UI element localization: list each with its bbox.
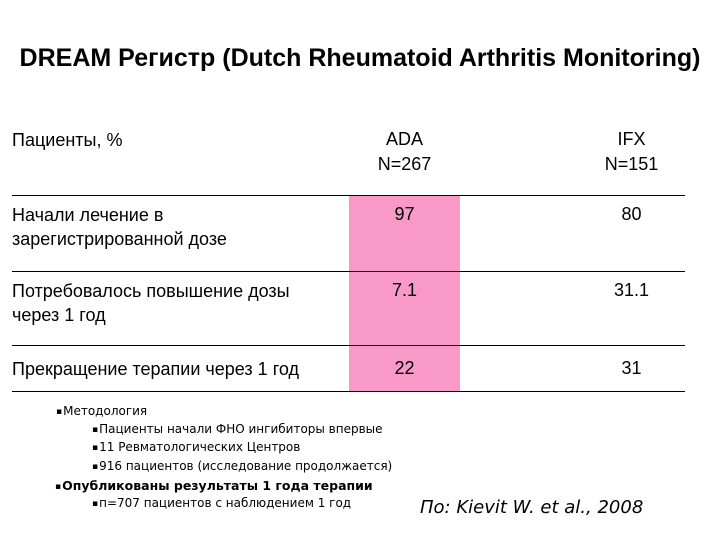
bullet-text: 11 Ревматологических Центров bbox=[99, 440, 301, 454]
bullet-text: п=707 пациентов с наблюдением 1 год bbox=[99, 496, 352, 510]
row-label: Прекращение терапии через 1 год bbox=[12, 346, 349, 391]
bullet-square-icon: ▪ bbox=[55, 482, 62, 492]
row-label-line1: Начали лечение в bbox=[12, 205, 164, 225]
row-label-line1: Прекращение терапии через 1 год bbox=[12, 359, 299, 379]
table-header-row: Пациенты, % ADA N=267 IFX N=151 bbox=[12, 124, 685, 195]
ada-column-n: N=267 bbox=[377, 154, 432, 174]
row-spacer bbox=[460, 196, 578, 271]
list-item: ▪Опубликованы результаты 1 года терапии bbox=[55, 479, 373, 494]
bullet-square-icon: ▪ bbox=[92, 462, 99, 472]
header-spacer bbox=[460, 124, 578, 195]
bullet-text: 916 пациентов (исследование продолжается… bbox=[99, 459, 393, 473]
list-item: ▪916 пациентов (исследование продолжаетс… bbox=[92, 460, 392, 474]
row-spacer bbox=[460, 272, 578, 345]
citation-text: По: Kievit W. et al., 2008 bbox=[420, 497, 644, 518]
bullet-text: Методология bbox=[63, 404, 148, 418]
list-item: ▪11 Ревматологических Центров bbox=[92, 441, 300, 455]
row-label-line2: зарегистрированной дозе bbox=[12, 229, 227, 249]
bullet-text: Опубликованы результаты 1 года терапии bbox=[62, 478, 373, 493]
ifx-value-cell: 31 bbox=[621, 358, 642, 378]
ifx-column-title: IFX bbox=[617, 129, 646, 149]
table-row: Прекращение терапии через 1 год 22 31 bbox=[12, 345, 685, 392]
row-spacer bbox=[460, 346, 578, 391]
table-header-ada: ADA N=267 bbox=[349, 124, 460, 195]
ada-value-cell: 22 bbox=[349, 346, 460, 391]
ifx-value-cell: 31.1 bbox=[613, 280, 650, 300]
ada-value-cell: 7.1 bbox=[349, 272, 460, 345]
list-item: ▪п=707 пациентов с наблюдением 1 год bbox=[92, 497, 351, 511]
bullet-text: Пациенты начали ФНО ингибиторы впервые bbox=[99, 422, 383, 436]
results-table: Пациенты, % ADA N=267 IFX N=151 Начали л… bbox=[12, 124, 685, 392]
list-item: ▪Пациенты начали ФНО ингибиторы впервые bbox=[92, 423, 383, 437]
ifx-value-cell: 80 bbox=[621, 204, 642, 224]
table-header-ifx: IFX N=151 bbox=[578, 124, 685, 195]
slide-title: DREAM Регистр (Dutch Rheumatoid Arthriti… bbox=[19, 44, 701, 72]
bullet-square-icon: ▪ bbox=[92, 443, 99, 453]
table-header-patients: Пациенты, % bbox=[12, 130, 123, 150]
bullet-square-icon: ▪ bbox=[92, 499, 99, 509]
table-row: Начали лечение в зарегистрированной дозе… bbox=[12, 195, 685, 271]
row-label-line2: через 1 год bbox=[12, 305, 106, 325]
row-label-line1: Потребовалось повышение дозы bbox=[12, 281, 290, 301]
ada-value-cell: 97 bbox=[349, 196, 460, 271]
row-label: Потребовалось повышение дозы через 1 год bbox=[12, 272, 349, 345]
bullet-square-icon: ▪ bbox=[56, 407, 63, 417]
bullet-square-icon: ▪ bbox=[92, 425, 99, 435]
row-label: Начали лечение в зарегистрированной дозе bbox=[12, 196, 349, 271]
list-item: ▪Методология bbox=[56, 405, 147, 419]
ifx-column-n: N=151 bbox=[604, 154, 659, 174]
ada-column-title: ADA bbox=[385, 129, 423, 149]
table-row: Потребовалось повышение дозы через 1 год… bbox=[12, 271, 685, 345]
